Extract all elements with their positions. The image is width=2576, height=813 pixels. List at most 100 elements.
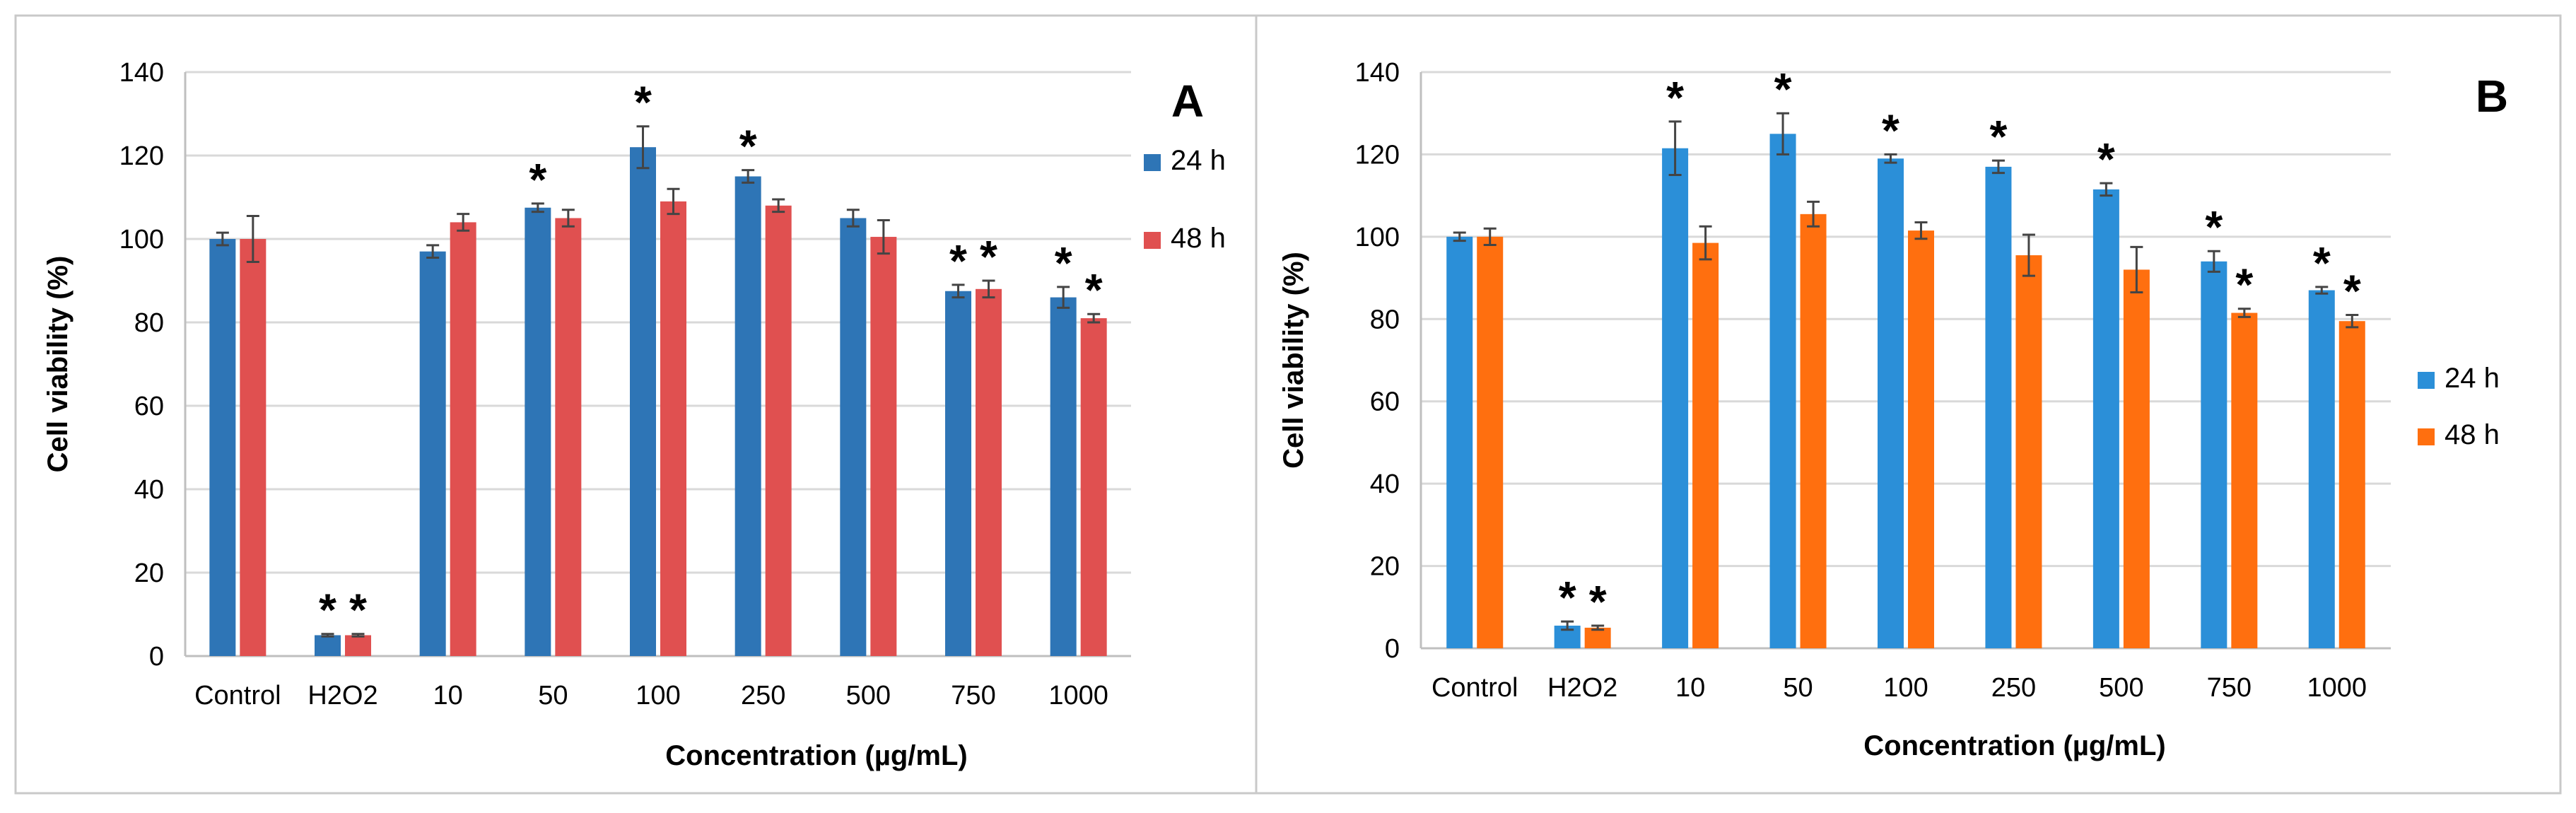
bar-24h bbox=[734, 176, 761, 656]
bar-24h bbox=[1050, 297, 1077, 656]
y-tick-label: 20 bbox=[134, 558, 164, 588]
bar-24h bbox=[315, 635, 341, 656]
bar-48h bbox=[1692, 242, 1719, 648]
bar-24h bbox=[1662, 148, 1689, 649]
x-tick-label: 750 bbox=[951, 681, 995, 710]
significance-star: * bbox=[1666, 72, 1684, 123]
y-tick-label: 80 bbox=[134, 308, 164, 338]
significance-star: * bbox=[1589, 576, 1607, 627]
bar-48h bbox=[1080, 318, 1107, 656]
y-tick-label: 100 bbox=[119, 225, 164, 255]
y-tick-label: 40 bbox=[134, 475, 164, 505]
x-tick-label: H2O2 bbox=[1547, 673, 1617, 703]
y-tick-label: 20 bbox=[1370, 552, 1400, 582]
y-tick-label: 40 bbox=[1370, 469, 1400, 499]
bar-48h bbox=[240, 239, 267, 656]
significance-star: * bbox=[634, 77, 652, 128]
y-axis-title: Cell viability (%) bbox=[1278, 252, 1309, 469]
significance-star: * bbox=[1055, 238, 1072, 288]
bar-24h bbox=[419, 251, 446, 656]
y-tick-label: 0 bbox=[149, 642, 164, 672]
legend-swatch-24h bbox=[1144, 154, 1161, 171]
bar-48h bbox=[1477, 236, 1504, 648]
significance-star: * bbox=[2313, 238, 2331, 288]
significance-star: * bbox=[2343, 265, 2361, 316]
x-tick-label: 50 bbox=[1783, 673, 1813, 703]
significance-star: * bbox=[1774, 64, 1792, 115]
x-tick-label: 10 bbox=[433, 681, 463, 710]
x-tick-label: 1000 bbox=[1048, 681, 1108, 710]
y-tick-label: 140 bbox=[119, 58, 164, 88]
significance-star: * bbox=[319, 585, 336, 636]
significance-star: * bbox=[1882, 105, 1899, 156]
bar-24h bbox=[209, 239, 236, 656]
legend-label-48h: 48 h bbox=[2445, 419, 2500, 450]
y-tick-label: 80 bbox=[1370, 305, 1400, 334]
x-tick-label: Control bbox=[194, 681, 281, 710]
bar-48h bbox=[2015, 255, 2042, 648]
bar-48h bbox=[555, 218, 582, 656]
bar-48h bbox=[765, 205, 792, 656]
bar-24h bbox=[2308, 290, 2335, 648]
legend-swatch-48h bbox=[1144, 232, 1161, 249]
bar-24h bbox=[840, 218, 867, 656]
bar-48h bbox=[1584, 627, 1611, 648]
y-tick-label: 100 bbox=[1355, 223, 1400, 252]
bar-24h bbox=[525, 207, 551, 656]
x-tick-label: 10 bbox=[1675, 673, 1705, 703]
bar-24h bbox=[1446, 236, 1473, 648]
x-tick-label: 500 bbox=[2099, 673, 2143, 703]
bar-48h bbox=[2231, 312, 2258, 648]
y-axis-title: Cell viability (%) bbox=[42, 256, 74, 473]
panel-a: 0 20 40 60 80 100 120 140 Control H2O2 * * 10 50 * 100 *… bbox=[14, 14, 1258, 795]
significance-star: * bbox=[349, 585, 367, 636]
bar-24h bbox=[630, 147, 656, 656]
x-tick-label: H2O2 bbox=[308, 681, 377, 710]
bar-24h bbox=[2092, 189, 2119, 648]
significance-star: * bbox=[739, 121, 757, 172]
x-tick-label: 1000 bbox=[2307, 673, 2367, 703]
bar-48h bbox=[660, 201, 686, 656]
significance-star: * bbox=[2205, 201, 2223, 252]
legend-label-48h: 48 h bbox=[1171, 223, 1226, 254]
significance-star: * bbox=[980, 231, 997, 282]
y-tick-label: 60 bbox=[1370, 387, 1400, 417]
x-tick-label: 250 bbox=[741, 681, 785, 710]
y-tick-label: 60 bbox=[134, 392, 164, 421]
x-axis-title: Concentration (µg/mL) bbox=[1863, 730, 2165, 761]
x-tick-label: 50 bbox=[538, 681, 568, 710]
bar-48h bbox=[1800, 214, 1827, 648]
x-tick-label: 100 bbox=[636, 681, 680, 710]
significance-star: * bbox=[529, 154, 546, 205]
significance-star: * bbox=[949, 235, 967, 286]
y-tick-label: 0 bbox=[1385, 634, 1400, 664]
bar-24h bbox=[2201, 261, 2227, 648]
x-tick-label: 750 bbox=[2207, 673, 2252, 703]
x-tick-label: Control bbox=[1432, 673, 1518, 703]
bar-48h bbox=[2338, 321, 2365, 648]
significance-star: * bbox=[1085, 264, 1103, 315]
y-tick-label: 140 bbox=[1355, 58, 1400, 88]
bar-48h bbox=[870, 237, 897, 656]
x-tick-label: 500 bbox=[846, 681, 891, 710]
y-tick-label: 120 bbox=[119, 141, 164, 171]
significance-star: * bbox=[2097, 134, 2115, 185]
bar-24h bbox=[1769, 134, 1796, 649]
y-tick-label: 120 bbox=[1355, 140, 1400, 170]
x-tick-label: 250 bbox=[1991, 673, 2036, 703]
panel-label: B bbox=[2476, 71, 2508, 122]
bar-48h bbox=[345, 635, 371, 656]
significance-star: * bbox=[2235, 259, 2253, 310]
legend-label-24h: 24 h bbox=[2445, 363, 2500, 394]
bar-48h bbox=[450, 222, 476, 656]
bar-24h bbox=[1878, 158, 1904, 648]
bar-48h bbox=[2123, 269, 2150, 648]
legend-swatch-24h bbox=[2418, 372, 2435, 389]
significance-star: * bbox=[1559, 572, 1576, 623]
bar-24h bbox=[1985, 166, 2012, 649]
x-axis-title: Concentration (µg/mL) bbox=[665, 740, 967, 771]
panel-label: A bbox=[1171, 76, 1204, 127]
bar-48h bbox=[976, 288, 1002, 656]
x-tick-label: 100 bbox=[1883, 673, 1928, 703]
